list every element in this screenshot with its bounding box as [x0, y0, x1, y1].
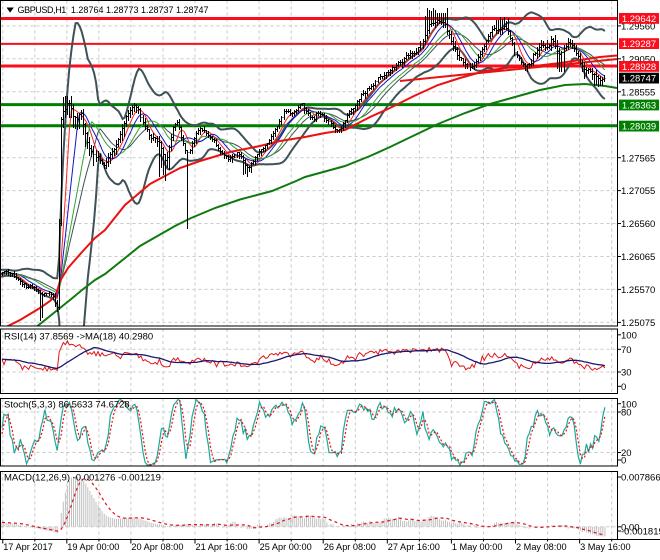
- svg-text:-0.001819: -0.001819: [621, 527, 660, 538]
- svg-text:RSI(14) 37.8569 ->MA(18) 40.2: RSI(14) 37.8569 ->MA(18) 40.2980: [4, 332, 153, 343]
- svg-text:30: 30: [621, 368, 632, 379]
- svg-text:3 May 16:00: 3 May 16:00: [580, 542, 631, 552]
- svg-text:GBPUSD,H1 1.28764 1.28773 1.2: GBPUSD,H1 1.28764 1.28773 1.28737 1.2874…: [18, 5, 209, 15]
- svg-text:19 Apr 00:00: 19 Apr 00:00: [67, 542, 119, 552]
- svg-text:1 May 00:00: 1 May 00:00: [452, 542, 503, 552]
- svg-text:1.26065: 1.26065: [621, 252, 655, 263]
- svg-text:21 Apr 16:00: 21 Apr 16:00: [196, 542, 248, 552]
- svg-text:MACD(12,26,9) -0.001276 -0.001: MACD(12,26,9) -0.001276 -0.001219: [4, 473, 161, 484]
- svg-text:1.28928: 1.28928: [622, 62, 656, 73]
- svg-text:26 Apr 08:00: 26 Apr 08:00: [324, 542, 376, 552]
- svg-text:1.28555: 1.28555: [621, 87, 655, 98]
- svg-text:1.27565: 1.27565: [621, 153, 655, 164]
- svg-text:100: 100: [621, 399, 637, 410]
- svg-text:1.29560: 1.29560: [621, 22, 655, 33]
- svg-text:1.25075: 1.25075: [621, 318, 655, 329]
- svg-text:0: 0: [621, 456, 626, 467]
- svg-text:0.007866: 0.007866: [621, 473, 660, 484]
- svg-text:100: 100: [621, 330, 637, 341]
- svg-text:2 May 08:00: 2 May 08:00: [516, 542, 567, 552]
- svg-text:17 Apr 2017: 17 Apr 2017: [3, 542, 53, 552]
- svg-text:1.28363: 1.28363: [622, 101, 656, 112]
- svg-text:1.29050: 1.29050: [621, 54, 655, 65]
- svg-text:1.27055: 1.27055: [621, 186, 655, 197]
- svg-text:20: 20: [621, 448, 632, 459]
- svg-text:80: 80: [621, 408, 632, 419]
- svg-text:1.29642: 1.29642: [622, 14, 656, 25]
- svg-text:1.28039: 1.28039: [622, 122, 656, 133]
- svg-text:1.28747: 1.28747: [622, 74, 656, 85]
- svg-text:1.29287: 1.29287: [622, 39, 656, 50]
- svg-text:20 Apr 08:00: 20 Apr 08:00: [131, 542, 183, 552]
- svg-text:0.00: 0.00: [621, 522, 640, 533]
- svg-text:25 Apr 00:00: 25 Apr 00:00: [260, 542, 312, 552]
- svg-text:0: 0: [621, 382, 626, 393]
- svg-text:70: 70: [621, 345, 632, 356]
- svg-text:27 Apr 16:00: 27 Apr 16:00: [388, 542, 440, 552]
- svg-text:1.26560: 1.26560: [621, 219, 655, 230]
- svg-text:Stoch(5,3,3) 86.5633 74.6728: Stoch(5,3,3) 86.5633 74.6728: [4, 400, 130, 411]
- svg-text:1.25570: 1.25570: [621, 285, 655, 296]
